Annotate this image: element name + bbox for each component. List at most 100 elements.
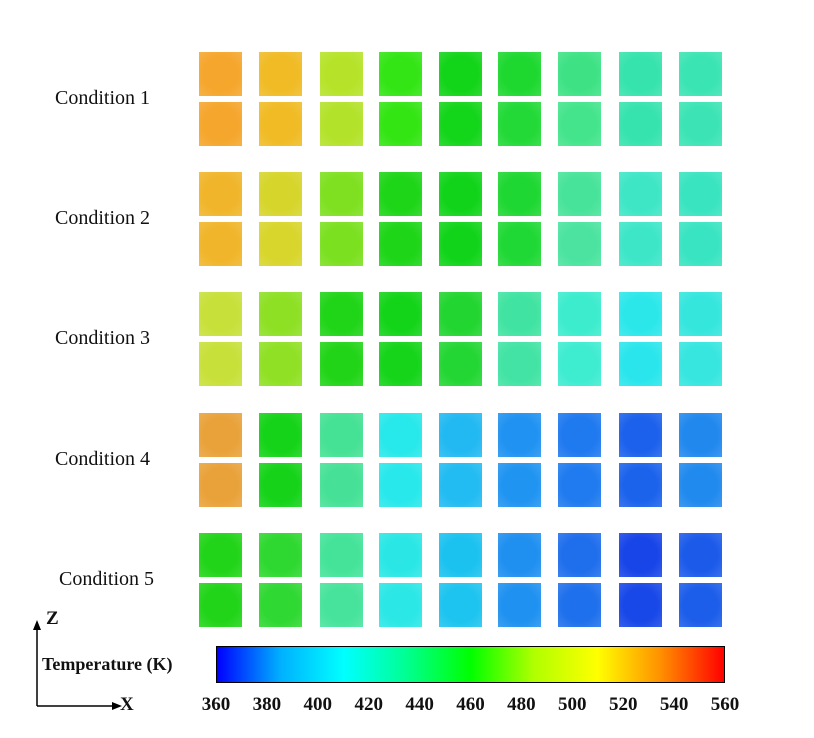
temperature-tile — [558, 52, 601, 96]
temperature-tile — [439, 102, 482, 146]
temperature-tile — [379, 222, 422, 266]
temperature-tile — [439, 292, 482, 336]
temperature-tile — [439, 52, 482, 96]
temperature-tile — [619, 292, 662, 336]
temperature-tile — [619, 533, 662, 577]
condition-label: Condition 3 — [55, 327, 151, 349]
temperature-tile — [320, 52, 363, 96]
temperature-tile — [498, 292, 541, 336]
temperature-tile — [439, 342, 482, 386]
temperature-tile — [439, 463, 482, 507]
temperature-tile — [558, 583, 601, 627]
temperature-tile — [679, 533, 722, 577]
temperature-tile — [259, 342, 302, 386]
temperature-tile — [498, 172, 541, 216]
condition-label: Condition 1 — [55, 87, 151, 109]
temperature-tile — [619, 342, 662, 386]
temperature-tile — [320, 172, 363, 216]
temperature-tile — [679, 102, 722, 146]
temperature-tile — [619, 52, 662, 96]
colorbar-tick-label: 400 — [303, 694, 333, 715]
condition-label: Condition 4 — [55, 448, 151, 470]
temperature-tile — [259, 533, 302, 577]
temperature-tile — [679, 463, 722, 507]
temperature-tile — [439, 583, 482, 627]
temperature-tile — [498, 463, 541, 507]
colorbar-tick-label: 380 — [252, 694, 282, 715]
temperature-tile — [320, 413, 363, 457]
temperature-tile — [498, 413, 541, 457]
temperature-tile — [320, 463, 363, 507]
temperature-tile — [619, 102, 662, 146]
temperature-tile — [498, 533, 541, 577]
temperature-tile — [320, 533, 363, 577]
colorbar-tick-label: 440 — [405, 694, 434, 715]
temperature-tile — [558, 342, 601, 386]
temperature-tile — [379, 463, 422, 507]
temperature-tile — [379, 342, 422, 386]
temperature-tile — [679, 172, 722, 216]
temperature-tile — [259, 222, 302, 266]
temperature-tile — [199, 52, 242, 96]
temperature-tile — [619, 172, 662, 216]
temperature-tile — [558, 413, 601, 457]
temperature-tile — [379, 102, 422, 146]
colorbar-tick-label: 540 — [659, 694, 689, 715]
colorbar-tick-label: 360 — [201, 694, 231, 715]
temperature-tile — [320, 583, 363, 627]
temperature-tile — [379, 52, 422, 96]
temperature-tile — [320, 102, 363, 146]
z-axis-arrow — [33, 620, 41, 630]
temperature-tile — [320, 222, 363, 266]
temperature-tile — [259, 583, 302, 627]
temperature-tile — [199, 102, 242, 146]
temperature-tile — [199, 172, 242, 216]
temperature-tile — [498, 583, 541, 627]
colorbar-tick-label: 520 — [608, 694, 638, 715]
temperature-tile — [679, 52, 722, 96]
temperature-tile — [379, 413, 422, 457]
temperature-tile — [199, 222, 242, 266]
temperature-tile — [379, 172, 422, 216]
temperature-tile — [199, 583, 242, 627]
temperature-tile — [199, 533, 242, 577]
temperature-tile — [679, 222, 722, 266]
temperature-tile — [498, 222, 541, 266]
temperature-tile — [558, 172, 601, 216]
temperature-tile — [558, 292, 601, 336]
temperature-tile — [498, 52, 541, 96]
x-axis-label: X — [120, 694, 134, 715]
temperature-tile — [199, 292, 242, 336]
temperature-tile — [679, 292, 722, 336]
temperature-tile — [619, 463, 662, 507]
colorbar-title: Temperature (K) — [42, 654, 173, 674]
colorbar-tick-label: 460 — [456, 694, 485, 715]
colorbar — [216, 646, 725, 683]
temperature-tile — [199, 342, 242, 386]
condition-label: Condition 2 — [55, 207, 151, 229]
temperature-tile — [619, 583, 662, 627]
temperature-tile — [259, 102, 302, 146]
temperature-tile — [199, 463, 242, 507]
temperature-tile — [199, 413, 242, 457]
temperature-tile — [320, 342, 363, 386]
temperature-tile — [558, 463, 601, 507]
temperature-tile — [619, 222, 662, 266]
temperature-tile — [320, 292, 363, 336]
temperature-tile — [558, 533, 601, 577]
temperature-tile — [259, 463, 302, 507]
temperature-tile — [379, 533, 422, 577]
colorbar-tick-label: 560 — [710, 694, 740, 715]
temperature-tile — [619, 413, 662, 457]
colorbar-tick-label: 500 — [558, 694, 587, 715]
temperature-tile — [439, 413, 482, 457]
temperature-tile — [498, 102, 541, 146]
temperature-tile — [679, 342, 722, 386]
colorbar-tick-label: 480 — [507, 694, 536, 715]
temperature-tile — [439, 172, 482, 216]
temperature-tile — [259, 52, 302, 96]
temperature-tile — [379, 292, 422, 336]
colorbar-tick-label: 420 — [354, 694, 383, 715]
temperature-tile — [259, 172, 302, 216]
temperature-tile — [558, 102, 601, 146]
